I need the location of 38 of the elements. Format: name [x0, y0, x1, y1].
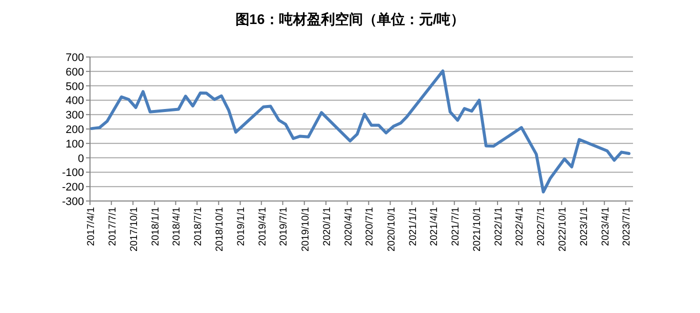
x-tick-label: 2022/1/1	[494, 206, 505, 246]
x-tick-label: 2020/1/1	[322, 206, 333, 246]
x-tick-label: 2018/7/1	[193, 206, 204, 246]
y-tick-label: -200	[62, 182, 84, 194]
x-tick-label: 2020/10/1	[386, 206, 398, 252]
x-tick-label: 2019/10/1	[300, 206, 312, 252]
x-tick-label: 2019/7/1	[278, 206, 290, 246]
x-tick-label: 2023/7/1	[622, 206, 633, 246]
y-tick-label: 200	[66, 124, 84, 136]
x-tick-label: 2017/7/1	[107, 206, 118, 246]
y-tick-label: 500	[66, 80, 84, 93]
x-tick-label: 2021/10/1	[472, 206, 483, 252]
y-tick-label: 300	[66, 110, 84, 122]
y-tick-label: 600	[66, 66, 84, 78]
x-tick-label: 2020/4/1	[343, 206, 354, 246]
y-tick-label: -300	[62, 196, 84, 208]
x-tick-label: 2022/4/1	[514, 206, 526, 246]
x-tick-label: 2018/10/1	[214, 206, 226, 252]
chart-title: 图16：吨材盈利空间（单位：元/吨）	[235, 11, 465, 27]
x-tick-label: 2023/4/1	[600, 206, 612, 246]
x-tick-label: 2023/1/1	[579, 206, 590, 246]
x-tick-label: 2020/7/1	[364, 206, 376, 246]
x-tick-label: 2019/1/1	[236, 206, 248, 246]
y-tick-label: -100	[62, 167, 84, 180]
y-tick-label: 100	[66, 138, 84, 150]
x-tick-label: 2022/10/1	[558, 206, 569, 252]
x-tick-label: 2022/7/1	[536, 206, 548, 246]
x-tick-label: 2021/1/1	[408, 206, 419, 246]
x-tick-label: 2019/4/1	[257, 206, 268, 246]
x-tick-label: 2021/4/1	[428, 206, 440, 246]
x-tick-label: 2017/10/1	[128, 206, 140, 252]
x-tick-label: 2017/4/1	[86, 206, 97, 246]
y-tick-label: 0	[78, 152, 84, 165]
x-tick-label: 2018/1/1	[150, 206, 162, 246]
x-tick-label: 2021/7/1	[450, 206, 462, 246]
x-tick-label: 2018/4/1	[172, 206, 183, 246]
y-tick-label: 700	[66, 52, 84, 64]
y-tick-label: 400	[66, 95, 84, 108]
